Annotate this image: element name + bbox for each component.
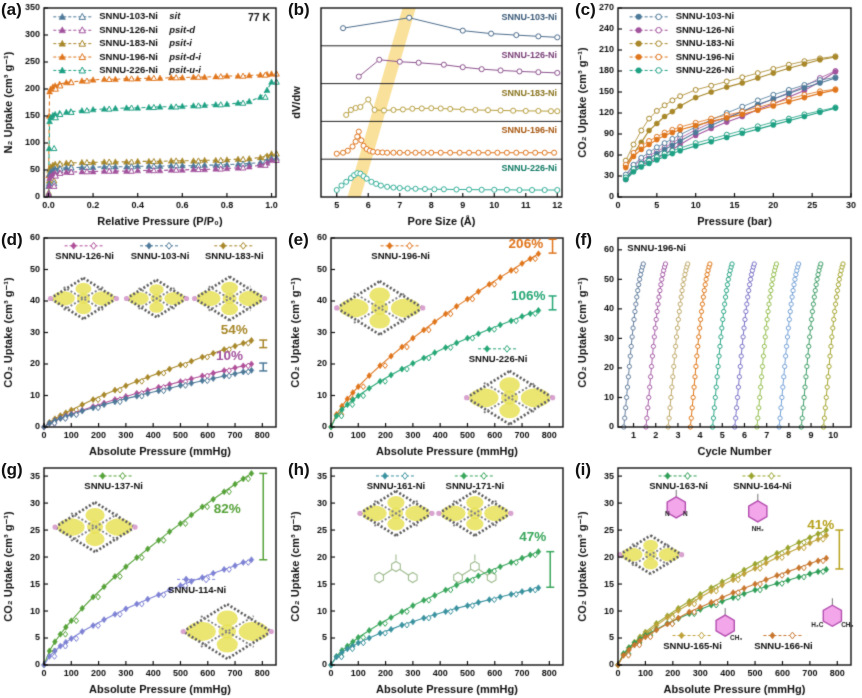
panel-h-tag: (h) — [288, 460, 310, 479]
panel-b: (b) — [287, 0, 574, 230]
panel-f: (f) — [574, 230, 862, 460]
panel-a: (a) — [0, 0, 287, 230]
panel-d: (d) — [0, 230, 287, 460]
panel-i-tag: (i) — [575, 460, 592, 479]
panel-c-chart — [574, 0, 862, 230]
panel-d-tag: (d) — [1, 230, 23, 249]
panel-b-tag: (b) — [288, 0, 310, 19]
panel-c-tag: (c) — [575, 0, 596, 19]
panel-g: (g) — [0, 460, 287, 698]
panel-a-chart — [0, 0, 287, 230]
panel-e-tag: (e) — [288, 230, 309, 249]
panel-i-chart — [574, 460, 862, 698]
panel-d-chart — [0, 230, 287, 460]
panel-f-chart — [574, 230, 862, 460]
panel-b-chart — [287, 0, 574, 230]
panel-h: (h) — [287, 460, 574, 698]
panel-a-tag: (a) — [1, 0, 22, 19]
panel-i: (i) — [574, 460, 862, 698]
panel-h-chart — [287, 460, 574, 698]
panel-e-chart — [287, 230, 574, 460]
panel-f-tag: (f) — [575, 230, 592, 249]
panel-c: (c) — [574, 0, 862, 230]
panel-e: (e) — [287, 230, 574, 460]
panel-g-tag: (g) — [1, 460, 23, 479]
panel-g-chart — [0, 460, 287, 698]
